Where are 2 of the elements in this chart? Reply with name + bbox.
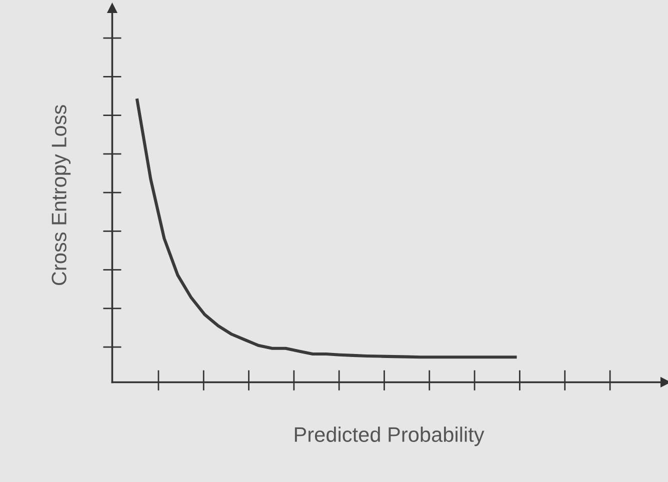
y-axis-title: Cross Entropy Loss	[52, 105, 71, 286]
x-axis-title: Predicted Probability	[294, 426, 484, 446]
